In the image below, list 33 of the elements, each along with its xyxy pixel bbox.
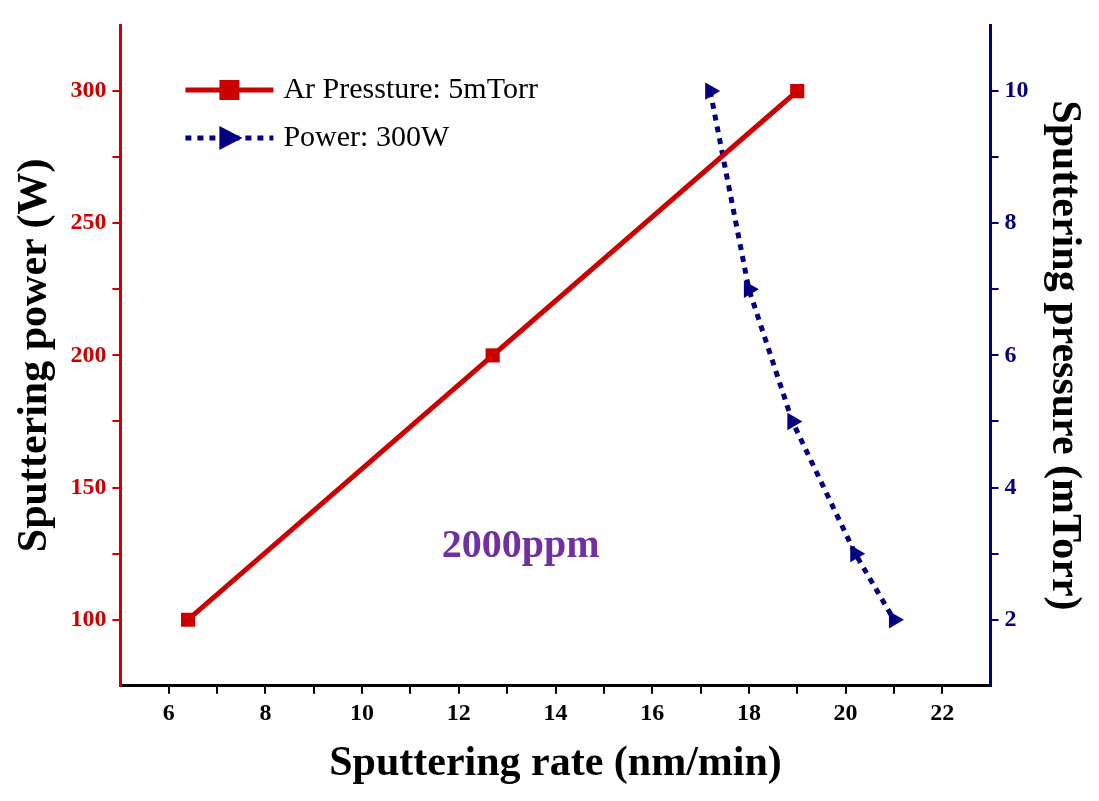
x-tick-label: 18 — [736, 699, 761, 726]
y2-axis-title: Sputtering pressure (mTorr) — [1042, 100, 1090, 611]
point — [787, 412, 803, 431]
x-tick-label: 16 — [640, 699, 665, 726]
point — [850, 544, 866, 563]
point — [181, 612, 196, 627]
point — [743, 280, 759, 298]
x-tick-label: 6 — [162, 699, 175, 726]
y-tick-label: 100 — [70, 604, 107, 631]
x-tick-label: 14 — [543, 699, 568, 726]
x-tick-label: 20 — [833, 699, 858, 726]
y2-tick-label: 8 — [1004, 208, 1017, 235]
point — [790, 84, 805, 99]
y-tick-label: 250 — [70, 208, 107, 235]
y-tick-label: 300 — [70, 76, 107, 103]
point — [888, 611, 904, 629]
legend-label: Ar Pressture: 5mTorr — [283, 70, 538, 104]
x-tick-label: 10 — [350, 699, 375, 726]
y-axis-title: Sputtering power (W) — [9, 158, 57, 553]
y2-tick-label: 2 — [1004, 604, 1017, 631]
y2-tick-label: 10 — [1004, 76, 1029, 103]
legend-label: Power: 300W — [283, 118, 450, 152]
annotation: 2000ppm — [441, 521, 600, 567]
point — [485, 348, 500, 363]
x-tick-label: 12 — [446, 699, 471, 726]
y2-tick-label: 4 — [1004, 472, 1017, 499]
x-tick-label: 22 — [930, 699, 955, 726]
x-tick-label: 8 — [259, 699, 272, 726]
x-axis-title: Sputtering rate (nm/min) — [329, 737, 782, 785]
y-tick-label: 200 — [70, 340, 107, 367]
y-tick-label: 150 — [70, 472, 107, 499]
point — [705, 82, 721, 100]
y2-tick-label: 6 — [1004, 340, 1017, 367]
